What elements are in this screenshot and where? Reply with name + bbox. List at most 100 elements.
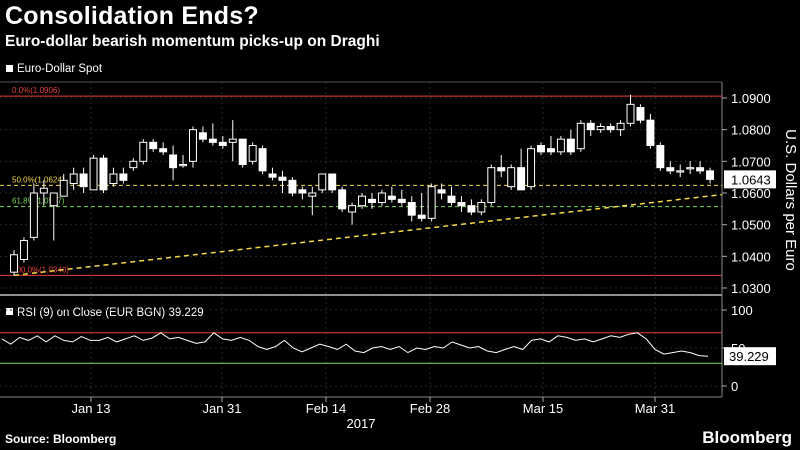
source-note: Source: Bloomberg xyxy=(5,432,117,446)
candle-body xyxy=(566,138,575,153)
last-price-label: 1.0643 xyxy=(731,172,771,187)
price-tick-label: 1.0400 xyxy=(731,249,771,264)
candle-body xyxy=(39,187,48,194)
candle-body xyxy=(437,189,446,194)
fib-level-label: 0.0%(1.0906) xyxy=(12,86,60,95)
candle-body xyxy=(358,195,367,207)
candle-body xyxy=(487,167,496,204)
fib-level-label: 100.0%(1.0340) xyxy=(12,265,69,274)
candle-body xyxy=(89,157,98,191)
fib-level-label: 61.8%(1.0557) xyxy=(12,197,65,206)
candle-body xyxy=(447,195,456,204)
candle-body xyxy=(596,126,605,131)
candle-body xyxy=(318,173,327,191)
candle-body xyxy=(308,192,317,197)
candle-body xyxy=(477,202,486,213)
candle-body xyxy=(706,170,715,180)
last-price-box xyxy=(724,170,776,189)
candle-body xyxy=(616,122,625,131)
candle-body xyxy=(467,205,476,213)
candle-body xyxy=(69,173,78,184)
price-legend-label: Euro-Dollar Spot xyxy=(17,63,103,75)
price-tick-label: 1.0800 xyxy=(731,123,771,138)
x-tick-label: Mar 15 xyxy=(523,401,563,416)
rsi-legend-label: RSI (9) on Close (EUR BGN) 39.229 xyxy=(17,307,204,319)
page-title: Consolidation Ends? xyxy=(5,2,259,30)
x-tick-label: Jan 13 xyxy=(71,401,110,416)
candle-body xyxy=(278,176,287,181)
candle-body xyxy=(119,173,128,181)
candle-body xyxy=(49,192,58,207)
candle-body xyxy=(606,126,615,131)
candle-body xyxy=(189,129,197,162)
candle-body xyxy=(29,192,38,238)
candle-body xyxy=(139,141,148,162)
candle-body xyxy=(656,145,665,169)
candle-body xyxy=(248,145,257,162)
candle-body xyxy=(676,170,685,173)
x-tick-label: Feb 14 xyxy=(306,401,346,416)
candle-body xyxy=(586,122,595,131)
candle-body xyxy=(367,198,376,203)
rsi-last-label: 39.229 xyxy=(729,349,769,364)
price-tick-label: 1.0600 xyxy=(731,186,771,201)
candle-body xyxy=(348,205,357,213)
candle-body xyxy=(10,254,18,273)
candle-body xyxy=(696,167,705,172)
candle-body xyxy=(626,103,635,124)
candle-body xyxy=(218,141,227,146)
candle-body xyxy=(99,157,108,191)
candle-body xyxy=(666,167,675,172)
x-axis-year: 2017 xyxy=(347,416,376,431)
candle-body xyxy=(228,138,237,143)
candle-body xyxy=(109,173,118,184)
candle-body xyxy=(646,119,655,146)
x-tick-label: Mar 31 xyxy=(635,401,675,416)
candle-body xyxy=(576,122,585,150)
rsi-tick-label: 0 xyxy=(731,379,738,394)
x-tick-label: Jan 31 xyxy=(202,401,241,416)
rsi-line xyxy=(1,332,709,357)
rsi-tick-label: 100 xyxy=(731,303,753,318)
candle-body xyxy=(288,179,297,194)
candle-body xyxy=(258,148,267,172)
page-subtitle: Euro-dollar bearish momentum picks-up on… xyxy=(5,33,380,50)
candle-body xyxy=(338,189,347,210)
fib-level-label: 50.0%(1.0624) xyxy=(12,175,65,184)
candle-body xyxy=(208,138,217,143)
candle-body xyxy=(546,148,555,153)
candle-body xyxy=(198,132,207,140)
candle-body xyxy=(298,189,307,194)
price-legend-swatch xyxy=(6,65,13,72)
candle-body xyxy=(686,167,695,170)
x-tick-label: Feb 28 xyxy=(410,401,450,416)
candle-body xyxy=(517,167,526,191)
candle-body xyxy=(79,173,88,188)
candle-body xyxy=(268,173,277,178)
candle-body xyxy=(556,138,565,153)
candle-body xyxy=(417,214,426,219)
rsi-last-box xyxy=(724,347,776,366)
candle-body xyxy=(507,167,516,188)
trendline xyxy=(13,193,723,277)
candle-body xyxy=(427,186,436,219)
candle-body xyxy=(537,145,545,153)
candle-body xyxy=(377,192,386,203)
candle-body xyxy=(169,154,178,169)
rsi-legend-swatch xyxy=(6,308,13,315)
y-axis-label: U.S. Dollars per Euro xyxy=(782,129,799,271)
candle-body xyxy=(149,141,158,150)
candle-body xyxy=(407,202,416,216)
price-tick-label: 1.0500 xyxy=(731,218,771,233)
price-tick-label: 1.0900 xyxy=(731,91,771,106)
candle-body xyxy=(397,198,406,203)
candle-body xyxy=(238,138,247,166)
bloomberg-logo: Bloomberg xyxy=(702,428,792,447)
candle-body xyxy=(59,179,68,197)
candle-body xyxy=(457,202,466,207)
candle-body xyxy=(179,164,188,167)
candle-body xyxy=(636,107,645,121)
candle-body xyxy=(497,167,506,172)
price-tick-label: 1.0300 xyxy=(731,281,771,296)
